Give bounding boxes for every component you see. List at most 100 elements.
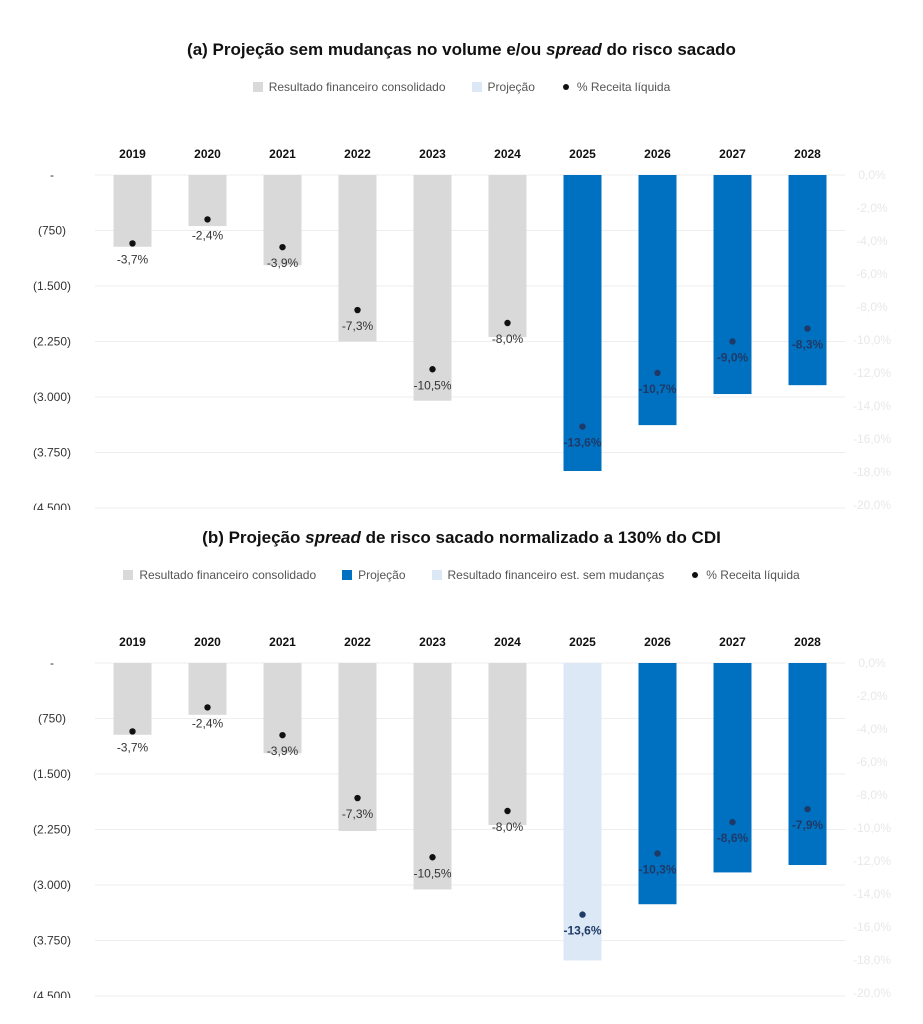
right-tick-label: 0,0%: [858, 656, 886, 670]
legend-label: Projeção: [358, 568, 405, 582]
right-tick-label: -14,0%: [853, 887, 891, 901]
right-tick-label: -12,0%: [853, 854, 891, 868]
bar: [114, 175, 152, 247]
pct-dot: [729, 338, 735, 344]
pct-dot: [429, 854, 435, 860]
right-tick-label: -20,0%: [853, 498, 891, 510]
x-tick-label: 2024: [494, 147, 521, 161]
pct-dot: [504, 808, 510, 814]
legend-item: Resultado financeiro consolidado: [123, 568, 316, 582]
chart-title-a: (a) Projeção sem mudanças no volume e/ou…: [0, 40, 923, 60]
x-tick-label: 2023: [419, 635, 446, 649]
pct-label: -3,9%: [267, 256, 299, 270]
x-tick-label: 2023: [419, 147, 446, 161]
legend-swatch: [253, 82, 263, 92]
pct-dot: [579, 911, 585, 917]
bar: [264, 175, 302, 265]
right-tick-label: -8,0%: [856, 300, 888, 314]
right-tick-label: -18,0%: [853, 953, 891, 967]
x-tick-label: 2027: [719, 147, 746, 161]
x-tick-label: 2022: [344, 635, 371, 649]
y-tick-label: (3.750): [33, 934, 71, 948]
right-tick-label: -4,0%: [856, 722, 888, 736]
legend-label: Resultado financeiro consolidado: [139, 568, 316, 582]
x-tick-label: 2025: [569, 147, 596, 161]
y-tick-label: (2.250): [33, 335, 71, 349]
pct-dot: [354, 795, 360, 801]
pct-label: -8,0%: [492, 820, 524, 834]
x-tick-label: 2028: [794, 147, 821, 161]
pct-dot: [654, 850, 660, 856]
pct-label: -3,7%: [117, 252, 149, 266]
bar: [789, 663, 827, 865]
pct-label: -10,5%: [413, 866, 451, 880]
right-tick-label: -18,0%: [853, 465, 891, 479]
y-tick-label: (2.250): [33, 823, 71, 837]
y-tick-label: (3.000): [33, 390, 71, 404]
y-tick-label: (1.500): [33, 767, 71, 781]
legend-item: Resultado financeiro consolidado: [253, 80, 446, 94]
pct-label: -13,6%: [563, 436, 601, 450]
x-tick-label: 2024: [494, 635, 521, 649]
pct-dot: [804, 806, 810, 812]
plot-a: - (750) (1.500) (2.250) (3.000) (3.750) (4.500…: [0, 100, 923, 510]
plot-b: - (750) (1.500) (2.250) (3.000) (3.750) (4.500…: [0, 588, 923, 998]
x-tick-label: 2028: [794, 635, 821, 649]
pct-label: -2,4%: [192, 228, 224, 242]
pct-dot: [729, 819, 735, 825]
pct-label: -10,5%: [413, 378, 451, 392]
y-tick-label: (4.500): [33, 501, 71, 510]
x-tick-label: 2021: [269, 635, 296, 649]
pct-dot: [279, 732, 285, 738]
pct-dot: [654, 370, 660, 376]
pct-label: -8,3%: [792, 338, 824, 352]
y-tick-label: (4.500): [33, 989, 71, 998]
y-tick-label: -: [50, 168, 54, 182]
chart-panel-a: (a) Projeção sem mudanças no volume e/ou…: [0, 40, 923, 510]
bar: [114, 663, 152, 735]
legend-item: % Receita líquida: [561, 80, 670, 94]
right-tick-label: -10,0%: [853, 821, 891, 835]
legend-label: Resultado financeiro consolidado: [269, 80, 446, 94]
right-tick-label: -6,0%: [856, 267, 888, 281]
right-tick-label: -14,0%: [853, 399, 891, 413]
pct-dot: [204, 216, 210, 222]
right-tick-label: -20,0%: [853, 986, 891, 998]
legend-swatch: [123, 570, 133, 580]
y-tick-label: (3.750): [33, 446, 71, 460]
legend-label: % Receita líquida: [706, 568, 799, 582]
pct-dot: [579, 423, 585, 429]
x-tick-label: 2022: [344, 147, 371, 161]
pct-dot: [804, 325, 810, 331]
legend-item: Projeção: [342, 568, 405, 582]
legend-item: Projeção: [472, 80, 535, 94]
x-tick-label: 2019: [119, 635, 146, 649]
right-tick-label: -8,0%: [856, 788, 888, 802]
bar: [339, 175, 377, 342]
legend-dot-icon: [692, 572, 698, 578]
bar: [789, 175, 827, 385]
legend-b: Resultado financeiro consolidado Projeção…: [0, 568, 923, 582]
bar: [489, 663, 527, 825]
right-tick-label: 0,0%: [858, 168, 886, 182]
pct-label: -2,4%: [192, 716, 224, 730]
bar: [264, 663, 302, 753]
x-tick-label: 2020: [194, 147, 221, 161]
x-tick-label: 2025: [569, 635, 596, 649]
pct-label: -13,6%: [563, 924, 601, 938]
pct-dot: [279, 244, 285, 250]
pct-dot: [129, 728, 135, 734]
pct-label: -7,3%: [342, 807, 374, 821]
legend-swatch: [342, 570, 352, 580]
right-tick-label: -4,0%: [856, 234, 888, 248]
pct-dot: [429, 366, 435, 372]
pct-label: -3,7%: [117, 740, 149, 754]
legend-item: Resultado financeiro est. sem mudanças: [432, 568, 665, 582]
bar: [489, 175, 527, 337]
legend-item: % Receita líquida: [690, 568, 799, 582]
pct-label: -7,3%: [342, 319, 374, 333]
legend-a: Resultado financeiro consolidado Projeção…: [0, 80, 923, 94]
legend-swatch: [432, 570, 442, 580]
pct-label: -8,6%: [717, 831, 749, 845]
y-tick-label: (750): [38, 712, 66, 726]
